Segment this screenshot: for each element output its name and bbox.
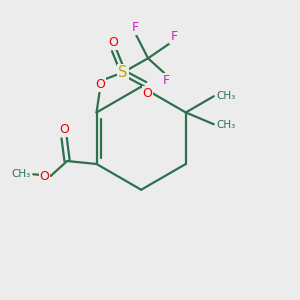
Text: O: O — [142, 86, 152, 100]
Text: CH₃: CH₃ — [12, 169, 31, 179]
Text: O: O — [40, 170, 50, 183]
Text: O: O — [109, 36, 118, 49]
Text: O: O — [95, 78, 105, 91]
Text: F: F — [163, 74, 170, 87]
Text: S: S — [118, 65, 128, 80]
Text: F: F — [170, 30, 178, 43]
Text: O: O — [59, 123, 69, 136]
Text: F: F — [131, 22, 138, 34]
Text: CH₃: CH₃ — [217, 120, 236, 130]
Text: CH₃: CH₃ — [217, 91, 236, 101]
